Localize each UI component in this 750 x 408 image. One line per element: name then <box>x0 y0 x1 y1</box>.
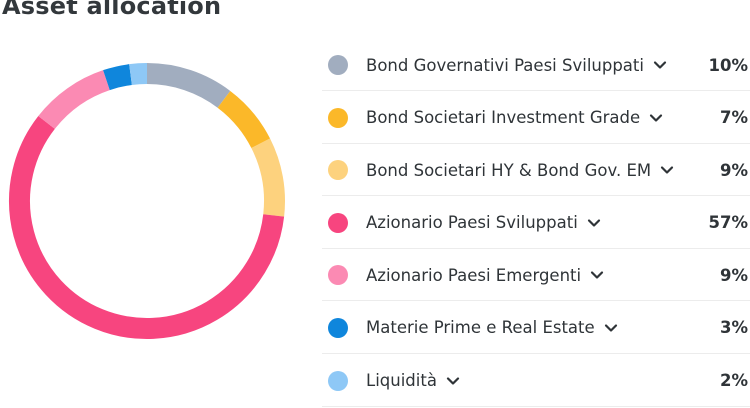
donut-slice[interactable] <box>146 63 231 108</box>
chevron-down-icon[interactable] <box>445 373 461 389</box>
legend: Bond Governativi Paesi Sviluppati 10% Bond… <box>322 40 750 408</box>
donut-slice[interactable] <box>38 70 111 130</box>
legend-swatch <box>328 370 348 391</box>
donut-chart <box>9 63 285 339</box>
chevron-down-icon[interactable] <box>586 215 602 231</box>
legend-item[interactable]: Bond Societari Investment Grade 7% <box>322 93 750 144</box>
legend-label: Azionario Paesi Emergenti <box>366 265 582 285</box>
legend-item[interactable]: Azionario Paesi Emergenti 9% <box>322 250 750 302</box>
legend-percentage: 2% <box>719 371 748 391</box>
donut-slice[interactable] <box>103 64 133 91</box>
legend-item[interactable]: Materie Prime e Real Estate 3% <box>322 303 750 354</box>
legend-item[interactable]: Bond Governativi Paesi Sviluppati 10% <box>322 40 750 91</box>
legend-label: Bond Governativi Paesi Sviluppati <box>366 55 644 75</box>
legend-item[interactable]: Bond Societari HY & Bond Gov. EM 9% <box>322 145 750 197</box>
chevron-down-icon[interactable] <box>603 320 619 336</box>
legend-percentage: 9% <box>719 265 748 285</box>
legend-label: Liquidità <box>366 371 437 391</box>
donut-slice[interactable] <box>9 115 285 339</box>
legend-swatch <box>328 55 348 75</box>
legend-swatch <box>328 317 348 338</box>
legend-label: Azionario Paesi Sviluppati <box>366 213 578 233</box>
legend-percentage: 57% <box>708 213 749 233</box>
page-title: Asset allocation <box>2 0 222 20</box>
legend-percentage: 10% <box>708 55 749 75</box>
legend-swatch <box>328 265 348 286</box>
donut-slice[interactable] <box>251 138 285 217</box>
legend-label: Bond Societari Investment Grade <box>366 108 641 128</box>
chevron-down-icon[interactable] <box>648 110 664 126</box>
legend-item[interactable]: Liquidità 2% <box>322 356 750 407</box>
chevron-down-icon[interactable] <box>652 57 668 73</box>
legend-percentage: 9% <box>719 160 748 180</box>
donut-slice[interactable] <box>217 90 271 149</box>
legend-swatch <box>328 212 348 233</box>
legend-percentage: 7% <box>719 108 748 128</box>
legend-swatch <box>328 160 348 181</box>
donut-slice[interactable] <box>129 63 148 85</box>
chevron-down-icon[interactable] <box>589 267 605 283</box>
legend-item[interactable]: Azionario Paesi Sviluppati 57% <box>322 198 750 249</box>
legend-label: Bond Societari HY & Bond Gov. EM <box>366 160 652 180</box>
legend-swatch <box>328 107 348 128</box>
chevron-down-icon[interactable] <box>659 162 675 178</box>
legend-label: Materie Prime e Real Estate <box>366 318 595 338</box>
legend-percentage: 3% <box>719 318 748 338</box>
